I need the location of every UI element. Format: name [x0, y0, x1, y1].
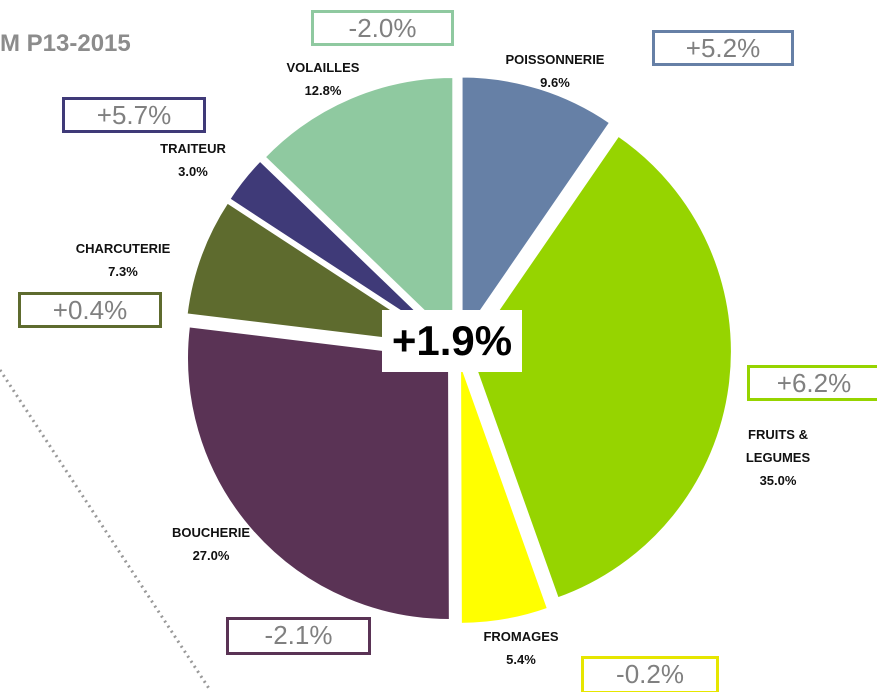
category-label: FRUITS & LEGUMES	[745, 427, 811, 465]
pie-slice	[263, 75, 455, 342]
pie-slice	[185, 201, 448, 347]
pie-slice	[459, 361, 550, 625]
change-box: -2.0%	[311, 10, 454, 46]
value-label: 9.6%	[540, 75, 570, 90]
value-label: 12.8%	[304, 83, 342, 98]
value-label: 5.4%	[506, 652, 536, 667]
value-label: 27.0%	[192, 548, 230, 563]
slice-label: TRAITEUR 3.0%	[128, 137, 258, 183]
divider	[0, 369, 212, 691]
category-label: FROMAGES	[483, 629, 559, 644]
change-box: -2.1%	[226, 617, 371, 655]
category-label: VOLAILLES	[286, 60, 360, 75]
slice-label: FRUITS & LEGUMES 35.0%	[728, 423, 828, 492]
change-box: +5.2%	[652, 30, 794, 66]
change-box: +0.4%	[18, 292, 162, 328]
pie-slice	[468, 134, 733, 600]
category-label: POISSONNERIE	[505, 52, 605, 67]
change-box: +5.7%	[62, 97, 206, 133]
total-change: +1.9%	[382, 310, 522, 372]
change-box: +6.2%	[747, 365, 877, 401]
slice-label: POISSONNERIE 9.6%	[490, 48, 620, 94]
slice-label: VOLAILLES 12.8%	[258, 56, 388, 102]
slice-label: FROMAGES 5.4%	[456, 625, 586, 671]
slice-label: BOUCHERIE 27.0%	[146, 521, 276, 567]
value-label: 7.3%	[108, 264, 138, 279]
pie-slice	[186, 325, 451, 621]
category-label: TRAITEUR	[160, 141, 226, 156]
slice-label: CHARCUTERIE 7.3%	[58, 237, 188, 283]
value-label: 35.0%	[759, 473, 797, 488]
category-label: CHARCUTERIE	[75, 241, 171, 256]
pie-slice	[460, 75, 612, 342]
pie-slice	[227, 159, 450, 344]
category-label: BOUCHERIE	[171, 525, 250, 540]
change-box: -0.2%	[581, 656, 719, 692]
chart-title: M P13-2015	[0, 30, 131, 57]
value-label: 3.0%	[178, 164, 208, 179]
